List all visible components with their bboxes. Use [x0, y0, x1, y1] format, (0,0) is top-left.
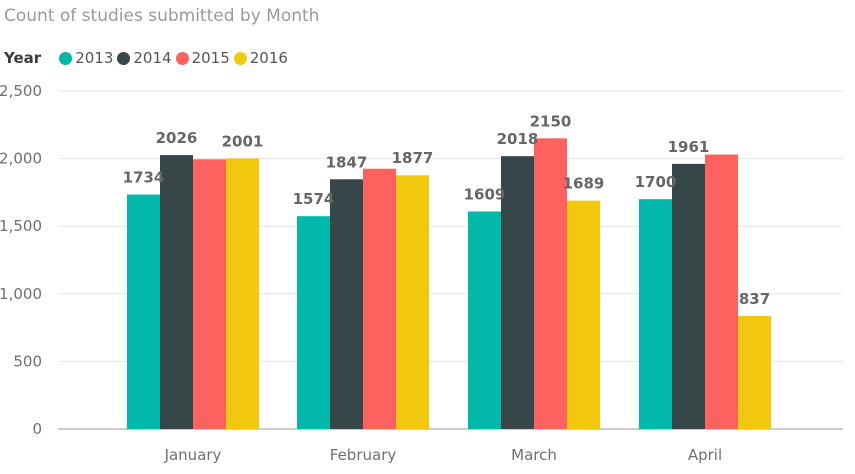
- bars: [127, 138, 771, 430]
- bar-2016-march[interactable]: [567, 200, 600, 429]
- bar-2013-april[interactable]: [639, 199, 672, 429]
- data-label: 2001: [222, 132, 264, 150]
- bar-2014-april[interactable]: [672, 163, 705, 429]
- x-tick-label: April: [688, 446, 722, 464]
- data-label: 837: [739, 290, 770, 308]
- data-label: 1574: [293, 190, 335, 208]
- legend-item-2014[interactable]: 2014: [117, 49, 172, 67]
- bar-2013-january[interactable]: [127, 194, 160, 429]
- legend-swatch-icon: [175, 51, 189, 65]
- legend-swatch-icon: [59, 51, 73, 65]
- bar-2014-january[interactable]: [160, 155, 193, 430]
- bar-2014-february[interactable]: [330, 179, 363, 429]
- legend-item-2013[interactable]: 2013: [59, 49, 113, 67]
- data-label: 2026: [156, 129, 198, 147]
- bar-2016-april[interactable]: [738, 315, 771, 429]
- bar-2014-march[interactable]: [501, 156, 534, 430]
- data-label: 1877: [392, 149, 434, 167]
- bar-2013-march[interactable]: [468, 211, 501, 429]
- legend-swatch-icon: [233, 51, 247, 65]
- bar-2013-february[interactable]: [297, 216, 330, 429]
- data-label: 1609: [464, 185, 506, 203]
- legend-item-2016[interactable]: 2016: [233, 49, 288, 67]
- y-axis-ticks: 0 500 1,000 1,500 2,000 2,500: [0, 82, 42, 438]
- legend-label: 2015: [191, 49, 230, 67]
- chart-title: Count of studies submitted by Month: [4, 6, 320, 26]
- legend-item-2015[interactable]: 2015: [175, 49, 230, 67]
- data-label: 2018: [497, 130, 539, 148]
- legend-label: 2016: [249, 49, 288, 67]
- y-tick-label: 1,500: [0, 217, 42, 235]
- x-tick-label: March: [511, 446, 557, 464]
- x-axis-ticks: January February March April: [164, 446, 723, 464]
- y-tick-label: 1,000: [0, 285, 42, 303]
- legend: Year 2013 2014 2015 2016: [4, 48, 292, 68]
- y-tick-label: 500: [13, 352, 42, 370]
- x-tick-label: January: [164, 446, 222, 464]
- legend-swatch-icon: [117, 51, 131, 65]
- data-label: 1689: [563, 175, 605, 193]
- bar-2016-january[interactable]: [226, 158, 259, 430]
- bar-2015-february[interactable]: [363, 168, 396, 430]
- data-label: 1734: [123, 169, 165, 187]
- legend-label: 2014: [133, 49, 172, 67]
- legend-title: Year: [4, 49, 42, 67]
- bar-2015-april[interactable]: [705, 154, 738, 429]
- x-tick-label: February: [330, 446, 397, 464]
- y-tick-label: 2,500: [0, 82, 42, 100]
- data-label: 2150: [530, 112, 572, 130]
- bar-2016-february[interactable]: [396, 175, 429, 429]
- y-tick-label: 0: [32, 420, 42, 438]
- bar-2015-january[interactable]: [193, 159, 226, 429]
- legend-label: 2013: [75, 49, 114, 67]
- data-label: 1961: [668, 138, 710, 156]
- bar-2015-march[interactable]: [534, 138, 567, 429]
- y-tick-label: 2,000: [0, 150, 42, 168]
- data-label: 1700: [635, 173, 677, 191]
- data-label: 1847: [326, 153, 368, 171]
